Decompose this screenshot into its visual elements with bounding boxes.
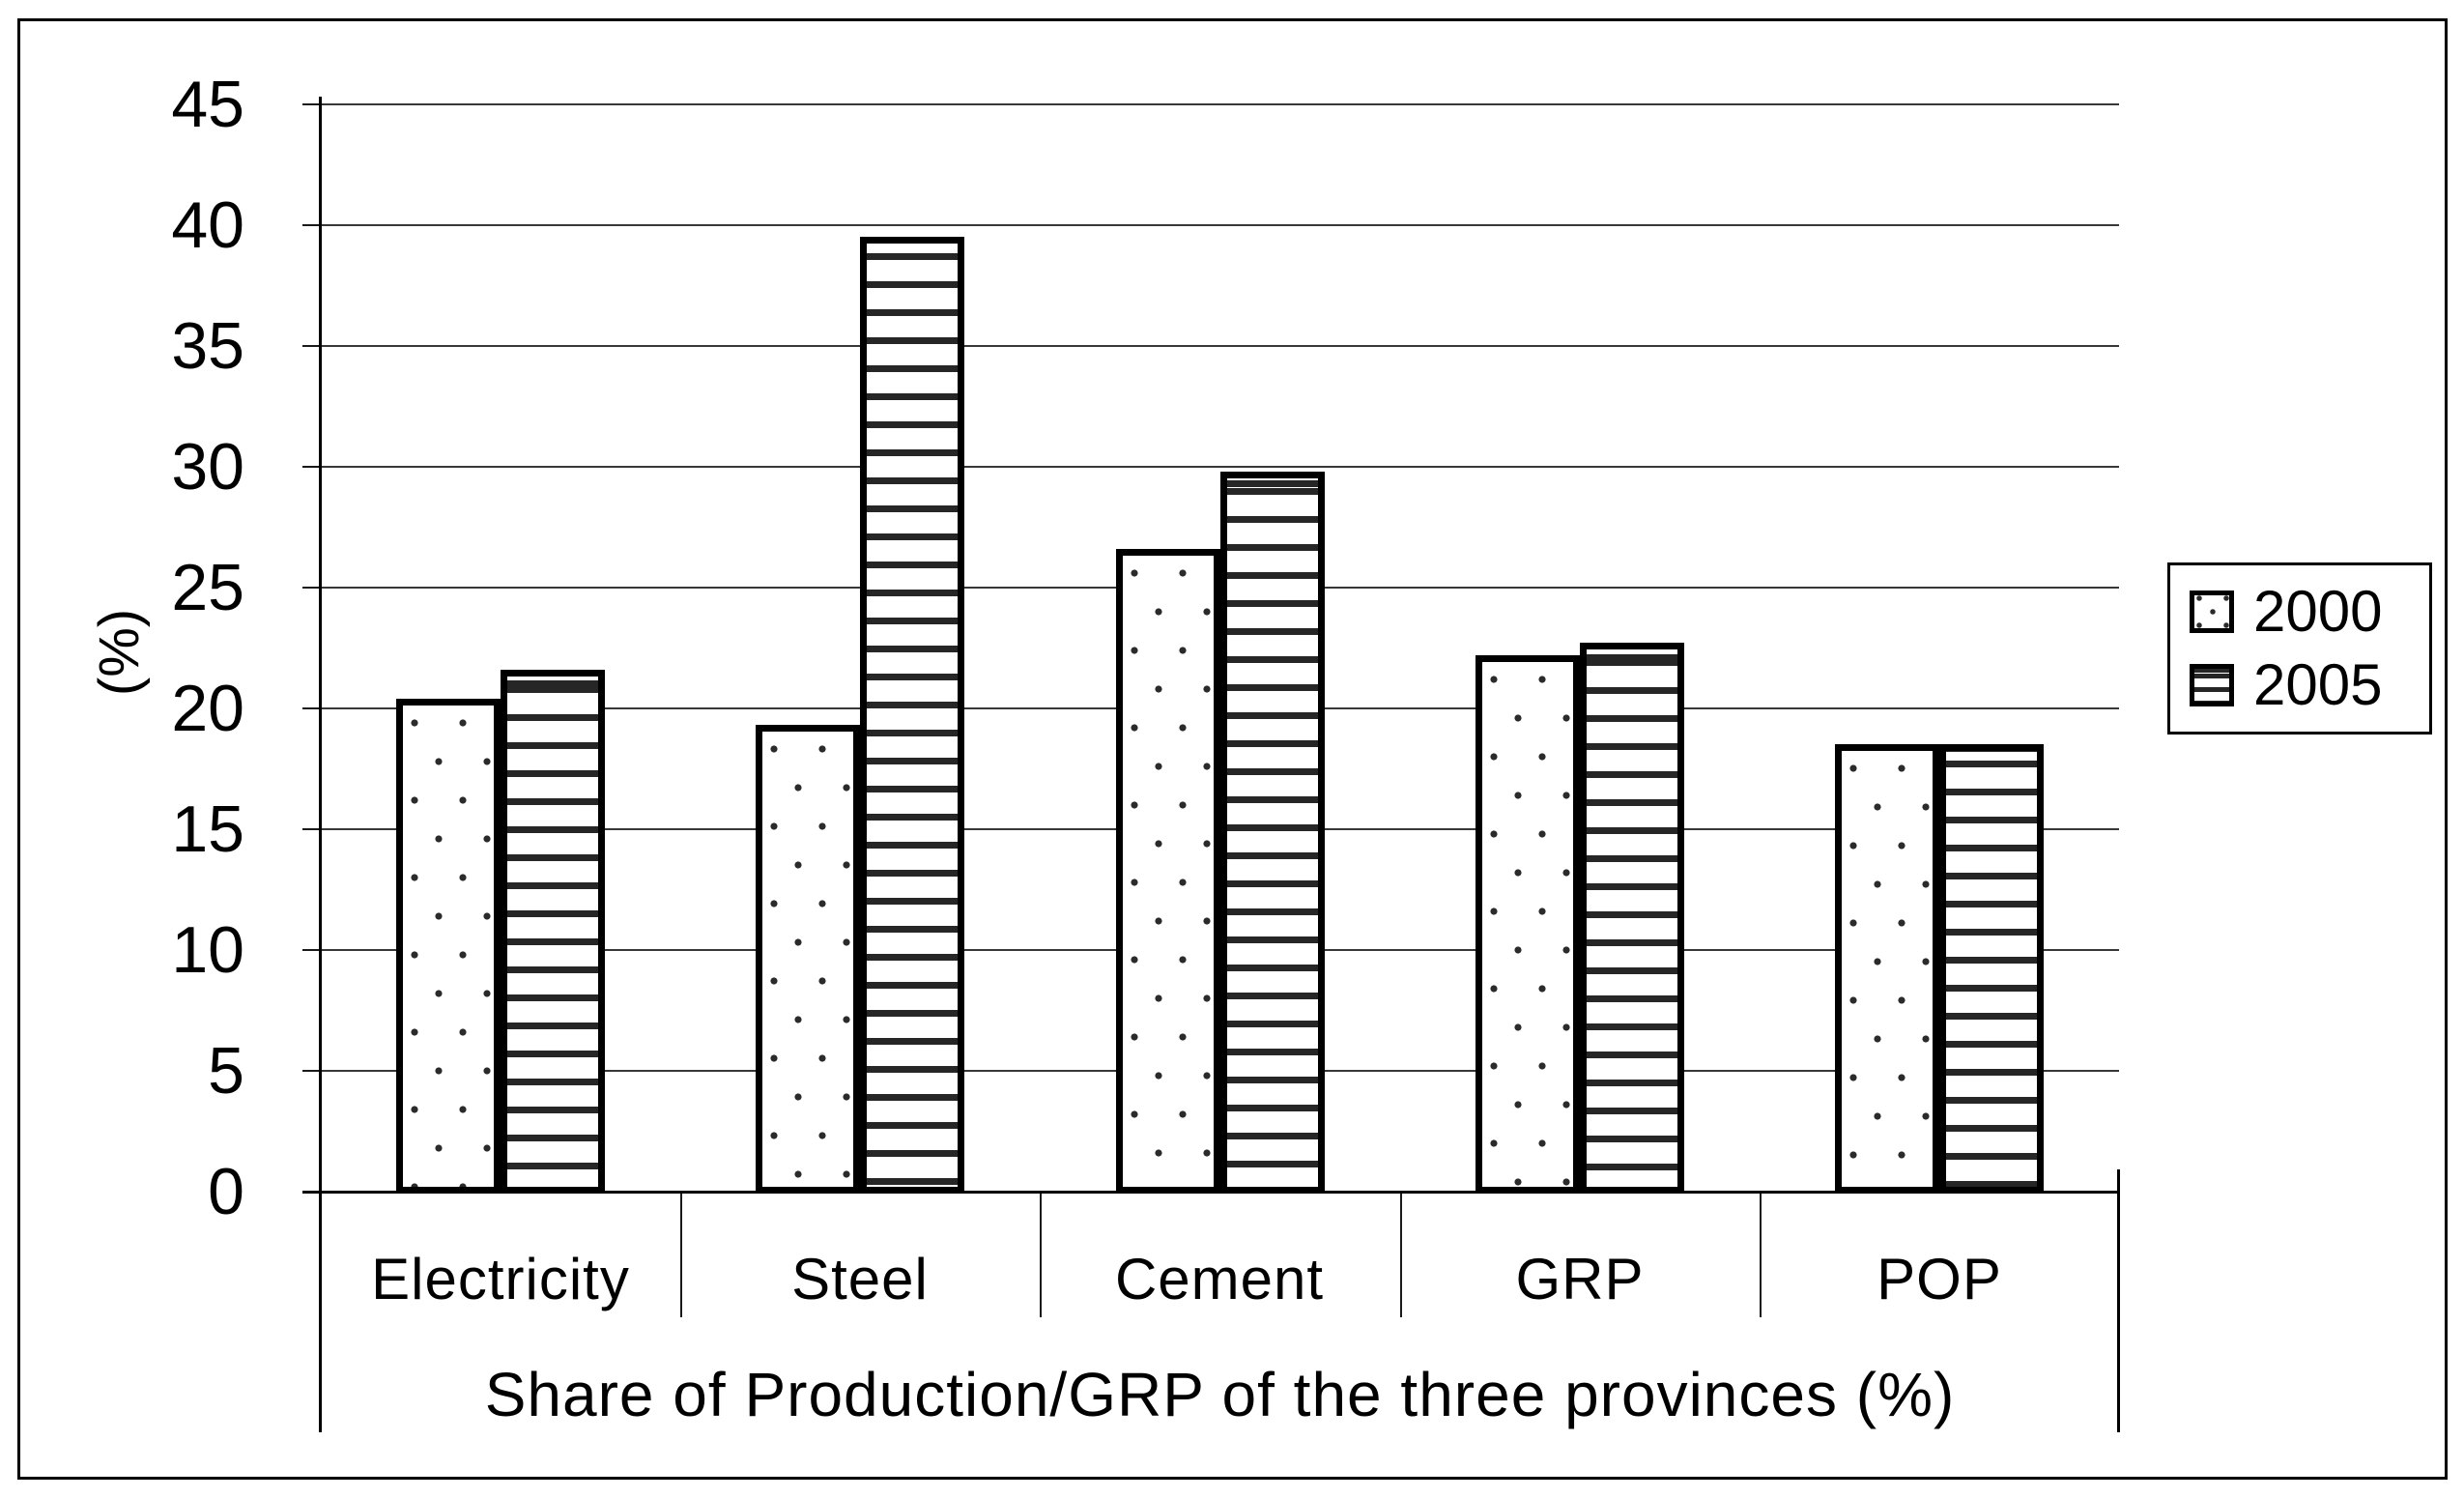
y-tick-label-10: 10 (171, 913, 244, 987)
y-tick-mark-10 (302, 949, 321, 951)
bar-cement-2005 (1220, 472, 1325, 1194)
bar-cement-2000 (1116, 549, 1220, 1194)
bar-pop-2000 (1835, 744, 1939, 1194)
x-axis-title: Share of Production/GRP of the three pro… (484, 1360, 1956, 1429)
y-tick-mark-5 (302, 1070, 321, 1072)
bar-pop-2005 (1939, 744, 2044, 1194)
y-tick-label-45: 45 (171, 68, 244, 141)
y-tick-label-5: 5 (208, 1034, 244, 1108)
y-tick-label-40: 40 (171, 188, 244, 262)
y-tick-mark-30 (302, 466, 321, 468)
legend-row-2005: 2005 (2190, 656, 2429, 714)
gridline-35 (321, 345, 2119, 347)
y-tick-mark-25 (302, 587, 321, 589)
outer-border (17, 18, 2448, 1480)
y-tick-mark-20 (302, 707, 321, 709)
bar-steel-2005 (860, 237, 964, 1194)
category-separator (680, 1192, 682, 1317)
y-axis-line (319, 97, 322, 1432)
gridline-40 (321, 224, 2119, 226)
y-tick-mark-35 (302, 345, 321, 347)
category-separator (1400, 1192, 1402, 1317)
category-label-grp: GRP (1515, 1247, 1645, 1311)
legend-row-2000: 2000 (2190, 583, 2429, 641)
bar-grp-2000 (1476, 655, 1580, 1194)
y-tick-mark-15 (302, 828, 321, 830)
y-tick-label-15: 15 (171, 792, 244, 866)
y-tick-label-25: 25 (171, 551, 244, 624)
y-axis-title: (%) (87, 608, 151, 697)
bar-steel-2000 (756, 725, 860, 1194)
y-tick-label-20: 20 (171, 672, 244, 745)
category-label-electricity: Electricity (371, 1247, 630, 1311)
bar-electricity-2000 (396, 699, 501, 1194)
plot-right-edge-line (2117, 1169, 2120, 1432)
bar-grp-2005 (1580, 643, 1684, 1194)
legend-swatch-dots-icon (2190, 591, 2234, 633)
bar-electricity-2005 (501, 670, 605, 1194)
gridline-30 (321, 466, 2119, 468)
category-separator (1040, 1192, 1042, 1317)
legend-label-2005: 2005 (2253, 652, 2383, 717)
y-tick-label-35: 35 (171, 309, 244, 383)
legend-swatch-hlines-icon (2190, 664, 2234, 706)
category-label-cement: Cement (1114, 1247, 1325, 1311)
y-tick-label-30: 30 (171, 430, 244, 504)
gridline-45 (321, 103, 2119, 105)
legend-label-2000: 2000 (2253, 579, 2383, 644)
x-axis-baseline (302, 1191, 2119, 1194)
y-tick-label-0: 0 (208, 1155, 244, 1228)
category-label-steel: Steel (791, 1247, 929, 1311)
legend-box: 2000 2005 (2167, 562, 2432, 735)
category-label-pop: POP (1877, 1247, 2002, 1311)
y-tick-mark-40 (302, 224, 321, 226)
y-tick-mark-45 (302, 103, 321, 105)
category-separator (1760, 1192, 1762, 1317)
